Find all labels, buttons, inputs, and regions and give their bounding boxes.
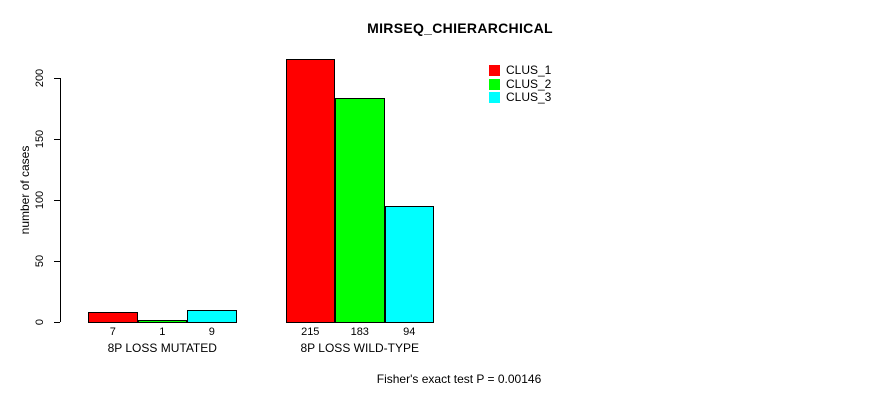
y-axis-line — [60, 78, 61, 322]
y-tick — [54, 139, 60, 140]
y-tick-label: 50 — [34, 254, 46, 268]
category-label-group1: 8P LOSS MUTATED — [107, 341, 217, 355]
legend-row-clus_2: CLUS_2 — [489, 76, 552, 91]
bar-value-label: 1 — [159, 325, 166, 338]
y-tick — [54, 261, 60, 262]
bar-clus_2-group1 — [137, 319, 187, 323]
y-tick — [54, 78, 60, 79]
bar-clus_3-group1 — [187, 310, 237, 323]
y-tick — [54, 322, 60, 323]
bar-clus_1-group2 — [285, 58, 335, 323]
bar-value-label: 9 — [208, 325, 215, 338]
legend-label: CLUS_2 — [506, 76, 552, 91]
bar-clus_2-group2 — [335, 97, 385, 323]
bar-clus_1-group1 — [88, 312, 138, 323]
legend-label: CLUS_3 — [506, 90, 552, 104]
bar-clus_3-group2 — [384, 206, 434, 323]
footer-annotation: Fisher's exact test P = 0.00146 — [376, 372, 542, 386]
y-tick — [54, 200, 60, 201]
bar-value-label: 183 — [350, 325, 369, 338]
y-tick-label: 150 — [34, 129, 46, 149]
legend-row-clus_1: CLUS_1 — [489, 63, 552, 77]
legend-swatch-clus_2 — [489, 78, 500, 90]
y-tick-label: 100 — [34, 190, 46, 210]
legend-row-clus_3: CLUS_3 — [489, 90, 552, 104]
legend-swatch-clus_1 — [489, 65, 500, 76]
legend-label: CLUS_1 — [506, 63, 552, 77]
bar-value-label: 215 — [301, 325, 320, 338]
legend: CLUS_1 CLUS_2 CLUS_3 — [489, 63, 552, 104]
bar-value-label: 7 — [109, 325, 116, 338]
y-tick-label: 0 — [34, 318, 46, 326]
category-label-group2: 8P LOSS WILD-TYPE — [300, 341, 419, 355]
bar-value-label: 94 — [403, 325, 416, 338]
y-tick-label: 200 — [34, 68, 46, 88]
chart-title: MIRSEQ_CHIERARCHICAL — [367, 20, 553, 36]
legend-swatch-clus_3 — [489, 92, 500, 103]
y-axis-title: number of cases — [18, 145, 32, 235]
